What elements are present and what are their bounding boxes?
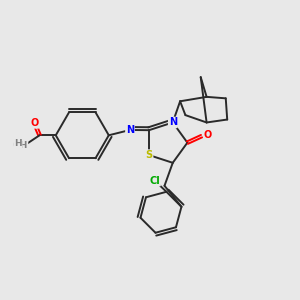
Text: S: S <box>146 150 153 160</box>
Text: O: O <box>204 130 212 140</box>
Text: H: H <box>14 139 22 148</box>
Text: N: N <box>169 118 177 128</box>
Text: N: N <box>126 125 134 135</box>
Text: OH: OH <box>12 141 28 150</box>
Text: O: O <box>30 118 38 128</box>
Text: Cl: Cl <box>149 176 160 186</box>
